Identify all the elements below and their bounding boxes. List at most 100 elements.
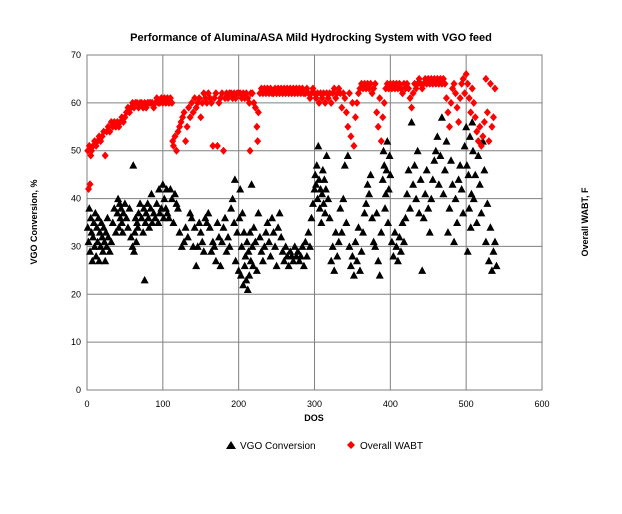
data-point-vgo-conversion [88, 256, 97, 265]
data-point-vgo-conversion [193, 242, 202, 250]
data-point-vgo-conversion [110, 204, 119, 212]
data-point-vgo-conversion [222, 247, 231, 255]
data-point-vgo-conversion [233, 228, 242, 236]
data-point-vgo-conversion [415, 208, 424, 217]
data-point-overall-wabt [406, 94, 414, 103]
data-point-vgo-conversion [147, 189, 156, 198]
data-point-vgo-conversion [451, 194, 460, 203]
data-point-vgo-conversion [375, 271, 384, 279]
data-point-vgo-conversion [210, 242, 219, 250]
data-point-overall-wabt [185, 103, 193, 112]
data-point-vgo-conversion [281, 242, 290, 250]
data-point-vgo-conversion [132, 237, 141, 246]
data-point-vgo-conversion [308, 199, 317, 207]
data-point-vgo-conversion [133, 223, 142, 231]
data-point-vgo-conversion [140, 275, 149, 284]
data-point-overall-wabt [250, 98, 258, 107]
data-point-vgo-conversion [295, 256, 304, 265]
data-point-overall-wabt [191, 94, 199, 103]
data-point-vgo-conversion [365, 189, 374, 198]
data-point-vgo-conversion [92, 252, 101, 260]
data-point-vgo-conversion [125, 204, 134, 212]
data-point-vgo-conversion [434, 180, 443, 188]
data-point-vgo-conversion [126, 232, 135, 241]
data-point-vgo-conversion [114, 194, 123, 203]
data-point-vgo-conversion [319, 199, 328, 207]
x-tick-label: 400 [383, 399, 398, 409]
data-point-vgo-conversion [384, 185, 393, 193]
data-point-vgo-conversion [313, 194, 322, 203]
plot-area-frame [86, 54, 543, 391]
data-point-vgo-conversion [427, 194, 436, 203]
data-point-overall-wabt [171, 132, 179, 141]
data-point-vgo-conversion [389, 252, 398, 260]
data-point-vgo-conversion [437, 113, 446, 121]
data-point-vgo-conversion [155, 208, 164, 217]
x-tick-label: 100 [155, 399, 170, 409]
data-point-overall-wabt [450, 79, 458, 88]
data-point-vgo-conversion [175, 228, 184, 236]
data-point-vgo-conversion [322, 151, 331, 159]
data-point-vgo-conversion [130, 247, 139, 255]
data-point-vgo-conversion [316, 185, 325, 193]
data-point-vgo-conversion [251, 237, 260, 246]
data-point-overall-wabt [459, 74, 467, 83]
data-point-vgo-conversion [286, 247, 295, 255]
data-point-vgo-conversion [378, 175, 387, 183]
data-point-vgo-conversion [466, 223, 475, 231]
data-point-vgo-conversion [123, 223, 132, 231]
data-point-vgo-conversion [186, 208, 195, 217]
data-point-vgo-conversion [481, 237, 490, 246]
data-point-vgo-conversion [108, 218, 117, 226]
data-point-vgo-conversion [490, 237, 499, 246]
data-point-vgo-conversion [416, 175, 425, 183]
data-point-vgo-conversion [298, 242, 307, 250]
y-tick-label: 50 [71, 146, 81, 156]
data-point-vgo-conversion [327, 256, 336, 265]
data-point-vgo-conversion [87, 228, 96, 236]
data-point-vgo-conversion [83, 223, 92, 231]
data-point-vgo-conversion [252, 266, 261, 274]
data-point-vgo-conversion [351, 237, 360, 246]
data-point-vgo-conversion [328, 242, 337, 250]
data-point-vgo-conversion [120, 199, 129, 207]
data-point-vgo-conversion [310, 185, 319, 193]
data-point-vgo-conversion [311, 170, 320, 179]
data-point-vgo-conversion [356, 266, 364, 274]
data-point-vgo-conversion [95, 256, 104, 265]
data-point-vgo-conversion [155, 185, 164, 193]
data-point-vgo-conversion [243, 237, 252, 246]
data-point-overall-wabt [203, 98, 211, 107]
legend-label-vgo-conversion: VGO Conversion [240, 441, 316, 452]
data-point-vgo-conversion [377, 228, 386, 236]
data-point-vgo-conversion [339, 194, 348, 203]
data-point-vgo-conversion [453, 218, 462, 226]
data-point-overall-wabt [491, 84, 499, 93]
data-point-vgo-conversion [161, 204, 170, 212]
data-point-overall-wabt [373, 108, 381, 117]
data-point-vgo-conversion [315, 175, 324, 183]
data-point-vgo-conversion [321, 185, 330, 193]
data-point-vgo-conversion [227, 204, 236, 212]
data-point-overall-wabt [445, 122, 453, 131]
data-point-vgo-conversion [265, 237, 273, 246]
data-point-vgo-conversion [450, 237, 459, 246]
data-point-overall-wabt [379, 113, 387, 122]
data-point-vgo-conversion [192, 261, 201, 270]
data-point-vgo-conversion [93, 237, 102, 246]
data-point-vgo-conversion [216, 261, 225, 270]
data-point-vgo-conversion [374, 256, 383, 265]
data-point-overall-wabt [486, 79, 494, 88]
data-point-vgo-conversion [307, 213, 316, 222]
data-point-overall-wabt [197, 113, 205, 122]
data-point-vgo-conversion [263, 218, 272, 226]
data-point-overall-wabt [321, 98, 329, 107]
data-point-vgo-conversion [318, 165, 327, 174]
data-point-vgo-conversion [266, 252, 275, 260]
data-point-vgo-conversion [442, 137, 451, 145]
data-point-vgo-conversion [248, 242, 257, 250]
data-point-vgo-conversion [296, 252, 305, 260]
legend-label-overall-wabt: Overall WABT [360, 441, 423, 452]
data-point-vgo-conversion [146, 204, 155, 212]
